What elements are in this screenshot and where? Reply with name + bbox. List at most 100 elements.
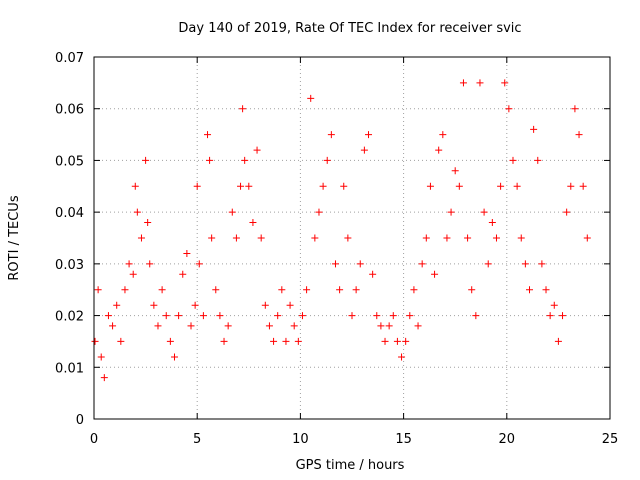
data-point	[187, 322, 195, 330]
data-point	[117, 337, 125, 345]
data-point	[414, 322, 422, 330]
data-point	[526, 286, 534, 294]
data-point	[319, 182, 327, 190]
data-point	[183, 250, 191, 258]
data-point	[542, 286, 550, 294]
data-point	[142, 156, 150, 164]
data-point	[204, 131, 212, 139]
data-point	[331, 260, 339, 268]
data-point	[476, 79, 484, 87]
data-point	[439, 131, 447, 139]
data-point	[583, 234, 591, 242]
data-point	[220, 337, 228, 345]
data-point	[154, 322, 162, 330]
data-point	[538, 260, 546, 268]
data-point	[559, 312, 567, 320]
data-point	[447, 208, 455, 216]
data-point	[121, 286, 129, 294]
data-point	[443, 234, 451, 242]
data-point	[94, 286, 102, 294]
data-point	[497, 182, 505, 190]
data-point	[158, 286, 166, 294]
data-point	[385, 322, 393, 330]
data-point	[521, 260, 529, 268]
data-point	[327, 131, 335, 139]
data-point	[257, 234, 265, 242]
y-tick-label: 0.04	[55, 206, 84, 221]
data-point	[336, 286, 344, 294]
data-point	[199, 312, 207, 320]
data-point	[579, 182, 587, 190]
data-point	[245, 182, 253, 190]
data-point	[418, 260, 426, 268]
data-point	[294, 337, 302, 345]
x-tick-label: 20	[499, 432, 516, 447]
y-tick-label: 0.07	[55, 51, 84, 66]
data-point	[513, 182, 521, 190]
data-point	[501, 79, 509, 87]
data-point	[517, 234, 525, 242]
data-point	[193, 182, 201, 190]
data-point	[303, 286, 311, 294]
data-point	[410, 286, 418, 294]
data-point	[492, 234, 500, 242]
data-point	[290, 322, 298, 330]
data-point	[505, 105, 513, 113]
data-point	[129, 270, 137, 278]
x-axis-label: GPS time / hours	[296, 458, 405, 473]
data-point	[348, 312, 356, 320]
x-tick-label: 25	[602, 432, 619, 447]
data-point	[484, 260, 492, 268]
data-point	[253, 146, 261, 154]
y-tick-label: 0.01	[55, 361, 84, 376]
data-point	[137, 234, 145, 242]
data-point	[278, 286, 286, 294]
data-point	[389, 312, 397, 320]
data-point	[431, 270, 439, 278]
x-tick-label: 10	[292, 432, 309, 447]
data-point	[563, 208, 571, 216]
data-point	[451, 167, 459, 175]
data-point	[146, 260, 154, 268]
data-point	[567, 182, 575, 190]
data-point	[422, 234, 430, 242]
data-point	[113, 301, 121, 309]
data-point	[480, 208, 488, 216]
data-point	[191, 301, 199, 309]
data-point	[464, 234, 472, 242]
y-axis-label: ROTI / TECUs	[7, 195, 22, 280]
data-point	[100, 374, 108, 382]
y-tick-label: 0	[76, 413, 84, 428]
data-point	[323, 156, 331, 164]
data-point	[274, 312, 282, 320]
data-point	[170, 353, 178, 361]
data-point	[237, 182, 245, 190]
data-point	[381, 337, 389, 345]
y-tick-label: 0.02	[55, 310, 84, 325]
data-point	[488, 218, 496, 226]
data-point	[195, 260, 203, 268]
data-point	[571, 105, 579, 113]
data-point	[369, 270, 377, 278]
data-point	[241, 156, 249, 164]
data-point	[356, 260, 364, 268]
x-tick-label: 5	[193, 432, 201, 447]
data-point	[162, 312, 170, 320]
chart-title: Day 140 of 2019, Rate Of TEC Index for r…	[178, 21, 521, 36]
data-point	[109, 322, 117, 330]
data-point	[270, 337, 278, 345]
data-point	[104, 312, 112, 320]
grid-lines	[94, 57, 610, 419]
data-point	[575, 131, 583, 139]
data-point	[377, 322, 385, 330]
y-tick-label: 0.06	[55, 103, 84, 118]
data-point	[550, 301, 558, 309]
data-point	[307, 94, 315, 102]
data-point	[239, 105, 247, 113]
data-point	[286, 301, 294, 309]
data-point	[133, 208, 141, 216]
data-point	[398, 353, 406, 361]
data-point	[406, 312, 414, 320]
data-point	[166, 337, 174, 345]
data-point	[530, 125, 538, 133]
